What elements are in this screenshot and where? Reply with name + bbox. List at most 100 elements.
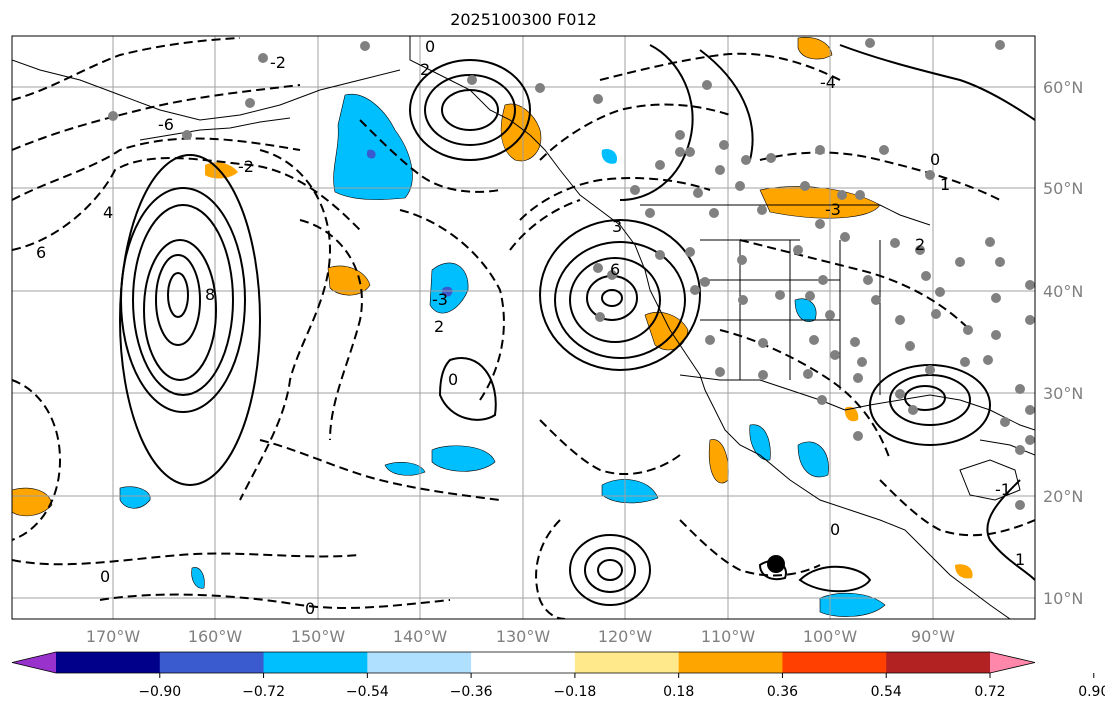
solid-contours bbox=[119, 44, 1035, 606]
dashed-contour-15 bbox=[739, 239, 971, 331]
dashed-contour-2 bbox=[12, 137, 301, 201]
contour-north-rockies bbox=[619, 44, 694, 201]
dashed-contour-1 bbox=[12, 157, 361, 251]
dashed-contours bbox=[12, 37, 1035, 619]
blue-patch-subtropical-3 bbox=[601, 479, 659, 504]
colorbar-tick-label: 0.90 bbox=[1078, 684, 1105, 700]
alaska-coast bbox=[409, 36, 1011, 619]
orange-patch-central-pacific bbox=[327, 265, 371, 296]
latitude-labels: 60°N 50°N 40°N 30°N 20°N 10°N bbox=[1043, 78, 1083, 608]
orange-patch-gulf-mexico bbox=[844, 406, 859, 422]
shaded-regions bbox=[12, 37, 973, 617]
map-border bbox=[11, 35, 1036, 620]
contour-label: -2 bbox=[238, 157, 254, 176]
dark-blue-spot bbox=[366, 149, 376, 159]
high-center-subtropics-ring-1 bbox=[569, 534, 651, 606]
aleutians bbox=[139, 117, 291, 141]
dashed-contour-4 bbox=[12, 37, 241, 101]
lon-label: 100°W bbox=[803, 627, 858, 646]
contour-label: -1 bbox=[995, 480, 1011, 499]
dashed-contour-3 bbox=[12, 84, 301, 151]
lon-label: 160°W bbox=[188, 627, 243, 646]
dashed-contour-19 bbox=[535, 519, 566, 619]
orange-patch-west-edge bbox=[12, 487, 53, 517]
high-center-pacific-ring-4 bbox=[155, 254, 201, 346]
orange-patch-north-bc bbox=[797, 37, 833, 60]
blue-patch-hawaii bbox=[119, 486, 151, 509]
high-center-california-ring-1 bbox=[539, 219, 701, 371]
colorbar-swatch bbox=[782, 652, 887, 673]
contour-label: 3 bbox=[612, 217, 622, 236]
colorbar-swatch bbox=[574, 652, 680, 673]
highlight-marker bbox=[767, 555, 785, 573]
lat-label: 10°N bbox=[1043, 589, 1083, 608]
blue-patch-bc-coast bbox=[601, 149, 618, 164]
contour-label: 2 bbox=[420, 60, 430, 79]
yucatan bbox=[959, 459, 1021, 501]
high-center-california-ring-5 bbox=[601, 289, 623, 307]
blue-patch-gulf-alaska bbox=[333, 93, 413, 200]
dashed-contour-9 bbox=[12, 552, 361, 566]
colorbar-tick-label: −0.18 bbox=[553, 684, 596, 700]
colorbar-swatch bbox=[367, 652, 472, 673]
zero-contour-pacific bbox=[438, 357, 497, 421]
high-center-california-ring-3 bbox=[569, 257, 661, 343]
contour-label: 4 bbox=[103, 203, 113, 222]
dashed-contour-7 bbox=[399, 209, 505, 401]
high-center-pacific-ring-6 bbox=[119, 154, 261, 486]
contour-label: -6 bbox=[158, 115, 174, 134]
zero-contour-south-1 bbox=[798, 565, 872, 593]
colorbar-outline bbox=[11, 651, 1036, 674]
high-center-california-ring-2 bbox=[554, 241, 686, 359]
lon-label: 140°W bbox=[393, 627, 448, 646]
contour-label: 0 bbox=[830, 520, 840, 539]
colorbar-tick-labels: −0.90 −0.72 −0.54 −0.36 −0.18 0.18 0.36 0.54 0.7… bbox=[138, 684, 1105, 700]
colorbar-swatch bbox=[263, 652, 368, 673]
colorbar-swatch bbox=[678, 652, 783, 673]
colorbar-tick-label: −0.54 bbox=[346, 684, 389, 700]
purple-spot bbox=[441, 286, 453, 297]
contour-label: -4 bbox=[820, 73, 836, 92]
lon-label: 150°W bbox=[291, 627, 346, 646]
lat-label: 60°N bbox=[1043, 78, 1083, 97]
lon-label: 90°W bbox=[911, 627, 955, 646]
us-state-lines-1 bbox=[700, 239, 881, 395]
dashed-contour-6 bbox=[299, 219, 363, 441]
dashed-contour-12 bbox=[509, 199, 581, 251]
high-center-subtropics-ring-2 bbox=[584, 547, 636, 593]
blue-patch-south-mexico bbox=[819, 593, 886, 617]
dashed-contour-8 bbox=[12, 379, 62, 541]
dashed-contour-18 bbox=[539, 103, 731, 161]
contour-label: 2 bbox=[434, 317, 444, 336]
blue-patch-subtropical-1 bbox=[384, 462, 426, 476]
high-center-alaska-ring-3 bbox=[441, 89, 499, 131]
contour-east-coast bbox=[986, 479, 1035, 581]
longitude-labels: 170°W 160°W 150°W 140°W 130°W 120°W 110°… bbox=[86, 627, 955, 646]
colorbar-swatch bbox=[159, 652, 265, 673]
contour-label: 0 bbox=[425, 37, 435, 56]
contour-label: 0 bbox=[930, 150, 940, 169]
orange-patch-central-america bbox=[955, 564, 973, 579]
contour-label: -3 bbox=[825, 200, 841, 219]
contour-label: -3 bbox=[432, 290, 448, 309]
colorbar-swatch bbox=[56, 652, 161, 673]
colorbar-tick-label: −0.72 bbox=[242, 684, 285, 700]
contour-north-east bbox=[839, 44, 1035, 121]
contour-label: 1 bbox=[940, 175, 950, 194]
dashed-contour-14 bbox=[719, 329, 891, 461]
dashed-contour-23 bbox=[259, 439, 501, 501]
colorbar-tick-label: 0.72 bbox=[974, 684, 1005, 700]
dashed-contour-5 bbox=[239, 149, 332, 501]
dashed-contour-13 bbox=[539, 419, 681, 476]
cuba bbox=[979, 439, 1035, 456]
colorbar-tick-label: −0.36 bbox=[450, 684, 493, 700]
dashed-contour-21 bbox=[879, 479, 1035, 537]
high-center-alaska-ring-2 bbox=[409, 59, 531, 161]
station-markers bbox=[108, 38, 1035, 510]
dashed-contour-20 bbox=[679, 519, 821, 577]
contour-label: 0 bbox=[448, 370, 458, 389]
blue-patch-mexico-1 bbox=[749, 424, 771, 461]
colorbar-extend-min bbox=[12, 652, 56, 673]
lat-label: 20°N bbox=[1043, 487, 1083, 506]
